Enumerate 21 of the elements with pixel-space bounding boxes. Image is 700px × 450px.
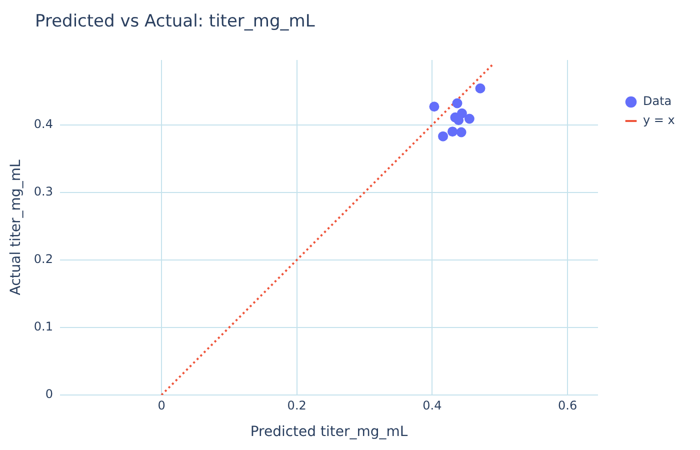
point <box>429 102 440 112</box>
y-tick-label: 0.2 <box>34 252 53 266</box>
y-tick-label: 0.3 <box>34 184 53 199</box>
x-tick-label: 0.2 <box>287 398 306 412</box>
point <box>475 83 486 94</box>
x-axis-title: Predicted titer_mg_mL <box>250 424 408 440</box>
point <box>438 131 448 142</box>
point <box>464 114 474 124</box>
x-tick-label: 0 <box>158 398 166 412</box>
y-tick-label: 0.4 <box>34 116 53 131</box>
point <box>452 98 462 108</box>
x-tick-label: 0.6 <box>558 398 578 412</box>
point <box>448 126 458 137</box>
legend-label: y = x <box>643 113 675 128</box>
legend-label: Data <box>643 94 672 108</box>
y-tick-label: 0 <box>45 387 53 402</box>
x-tick-label: 0.4 <box>422 398 442 412</box>
chart-title: Predicted vs Actual: titer_mg_mL <box>35 12 316 32</box>
y-tick-label: 0.1 <box>34 320 53 334</box>
point <box>456 127 466 138</box>
y-axis-title: Actual titer_mg_mL <box>8 160 24 296</box>
